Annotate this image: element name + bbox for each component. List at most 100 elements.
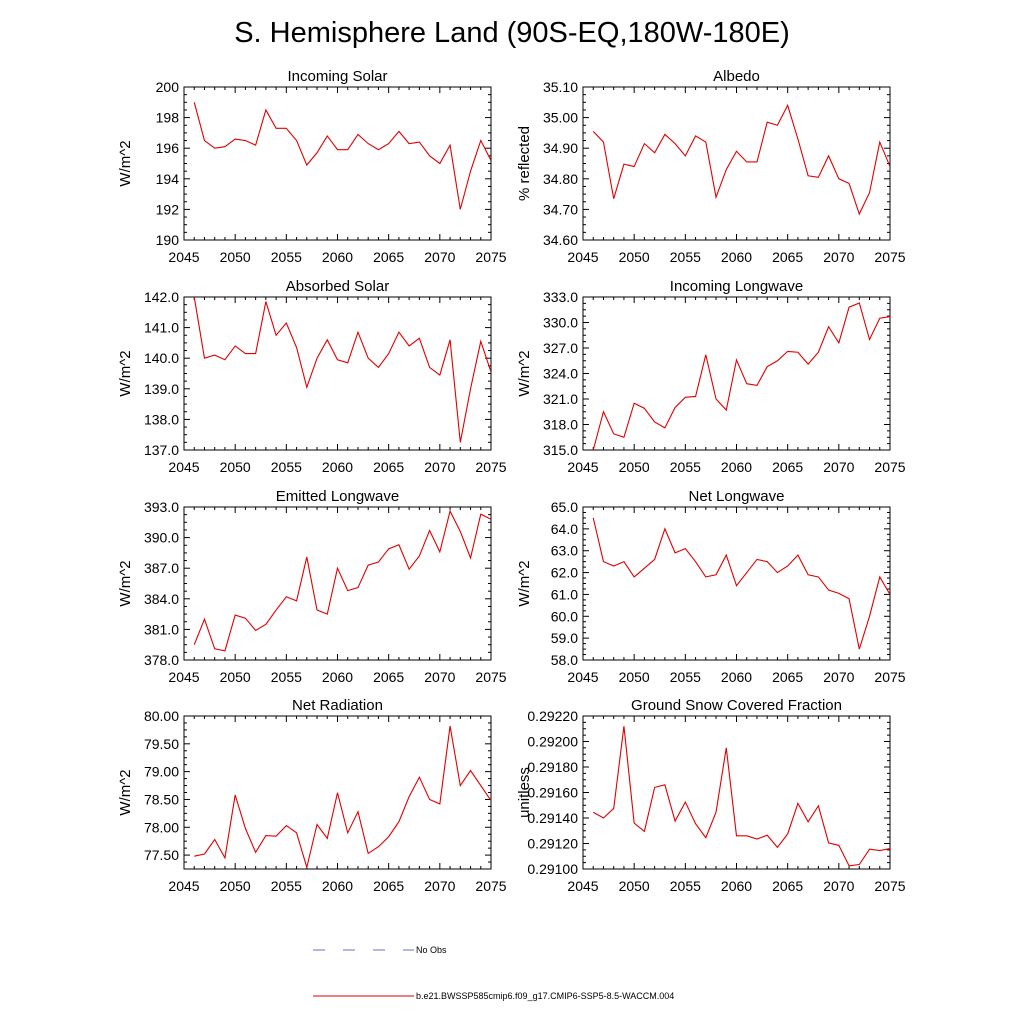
main-title: S. Hemisphere Land (90S-EQ,180W-180E) — [234, 17, 790, 49]
net-radiation-ytick-label: 80.00 — [144, 708, 179, 724]
net-longwave-ylabel: W/m^2 — [516, 560, 533, 606]
emitted-longwave-ytick-label: 393.0 — [144, 499, 179, 515]
incoming-longwave-ytick-label: 315.0 — [543, 442, 578, 458]
incoming-longwave-ytick-label: 327.0 — [543, 340, 578, 356]
ground-snow-covered-fraction-plot-frame — [582, 715, 891, 870]
net-longwave-series-line — [592, 517, 890, 650]
incoming-longwave-xtick-label: 2070 — [823, 459, 854, 475]
ground-snow-covered-fraction-xtick-label: 2070 — [823, 878, 854, 894]
incoming-longwave-xtick-label: 2055 — [670, 459, 701, 475]
net-longwave-plot-frame — [582, 506, 891, 661]
absorbed-solar-ytick-label: 138.0 — [144, 411, 179, 427]
albedo-ytick-label: 34.70 — [543, 201, 578, 217]
absorbed-solar-xtick-label: 2055 — [271, 459, 302, 475]
ground-snow-covered-fraction-title: Ground Snow Covered Fraction — [631, 697, 842, 714]
panel-net-radiation: Net Radiation W/m^2 2045 2050 2055 2060 2065 20… — [117, 697, 507, 894]
absorbed-solar-ytick-label: 137.0 — [144, 442, 179, 458]
incoming-longwave-ytick-label: 324.0 — [543, 366, 578, 382]
incoming-longwave-series-line — [592, 302, 890, 450]
net-longwave-ytick-label: 62.0 — [551, 565, 578, 581]
panel-absorbed-solar: Absorbed Solar W/m^2 2045 2050 2055 2060 2065 2… — [117, 278, 507, 475]
net-longwave-ytick-label: 64.0 — [551, 521, 578, 537]
emitted-longwave-ytick-label: 387.0 — [144, 560, 179, 576]
incoming-solar-ylabel: W/m^2 — [117, 140, 134, 186]
ground-snow-covered-fraction-ytick-label: 0.29100 — [527, 861, 578, 877]
ground-snow-covered-fraction-ytick-label: 0.29160 — [527, 785, 578, 801]
ground-snow-covered-fraction-ytick-label: 0.29120 — [527, 836, 578, 852]
emitted-longwave-xtick-label: 2050 — [220, 669, 251, 685]
emitted-longwave-ytick-label: 384.0 — [144, 591, 179, 607]
absorbed-solar-ylabel: W/m^2 — [117, 350, 134, 396]
ground-snow-covered-fraction-xtick-label: 2065 — [772, 878, 803, 894]
incoming-longwave-xtick-label: 2045 — [567, 459, 598, 475]
emitted-longwave-xtick-label: 2055 — [271, 669, 302, 685]
net-longwave-xtick-label: 2070 — [823, 669, 854, 685]
net-radiation-ytick-label: 79.50 — [144, 736, 179, 752]
net-longwave-xtick-label: 2075 — [874, 669, 905, 685]
net-longwave-xtick-label: 2050 — [619, 669, 650, 685]
incoming-longwave-ytick-label: 321.0 — [543, 391, 578, 407]
absorbed-solar-ytick-label: 139.0 — [144, 381, 179, 397]
panel-incoming-longwave: Incoming Longwave W/m^2 2045 2050 2055 2060 20… — [516, 278, 906, 475]
albedo-ytick-label: 34.90 — [543, 140, 578, 156]
panel-albedo: Albedo % reflected 2045 2050 2055 2060 2065 207… — [516, 68, 906, 265]
absorbed-solar-xtick-label: 2070 — [424, 459, 455, 475]
absorbed-solar-xtick-label: 2065 — [373, 459, 404, 475]
legend-obs-label: No Obs — [416, 945, 447, 955]
panel-ground-snow-covered-fraction: Ground Snow Covered Fraction unitless 2045… — [516, 697, 906, 894]
incoming-solar-ytick-label: 192 — [156, 201, 180, 217]
albedo-ytick-label: 34.60 — [543, 232, 578, 248]
emitted-longwave-xtick-label: 2060 — [322, 669, 353, 685]
emitted-longwave-xtick-label: 2070 — [424, 669, 455, 685]
incoming-solar-ytick-label: 190 — [156, 232, 180, 248]
net-longwave-ytick-label: 61.0 — [551, 586, 578, 602]
albedo-plot-frame — [582, 86, 891, 241]
emitted-longwave-ytick-label: 381.0 — [144, 621, 179, 637]
ground-snow-covered-fraction-xtick-label: 2055 — [670, 878, 701, 894]
ground-snow-covered-fraction-ytick-label: 0.29200 — [527, 734, 578, 750]
net-radiation-title: Net Radiation — [292, 697, 383, 714]
net-longwave-xtick-label: 2055 — [670, 669, 701, 685]
incoming-solar-xtick-label: 2045 — [168, 249, 199, 265]
albedo-ytick-label: 35.10 — [543, 79, 578, 95]
ground-snow-covered-fraction-ytick-label: 0.29180 — [527, 759, 578, 775]
albedo-xtick-label: 2065 — [772, 249, 803, 265]
incoming-solar-xtick-label: 2065 — [373, 249, 404, 265]
emitted-longwave-xtick-label: 2075 — [475, 669, 506, 685]
absorbed-solar-ytick-label: 141.0 — [144, 320, 179, 336]
albedo-xtick-label: 2070 — [823, 249, 854, 265]
net-radiation-xtick-label: 2060 — [322, 878, 353, 894]
emitted-longwave-ylabel: W/m^2 — [117, 560, 134, 606]
ground-snow-covered-fraction-ylabel: unitless — [516, 767, 533, 818]
net-longwave-xtick-label: 2045 — [567, 669, 598, 685]
net-radiation-ytick-label: 77.50 — [144, 847, 179, 863]
ground-snow-covered-fraction-ytick-label: 0.29140 — [527, 810, 578, 826]
incoming-solar-xtick-label: 2070 — [424, 249, 455, 265]
net-radiation-ylabel: W/m^2 — [117, 769, 134, 815]
incoming-longwave-plot-frame — [582, 296, 891, 451]
panels: Incoming Solar W/m^2 2045 2050 2055 2060 2065 2… — [117, 68, 906, 894]
net-radiation-xtick-label: 2055 — [271, 878, 302, 894]
ground-snow-covered-fraction-xtick-label: 2045 — [567, 878, 598, 894]
net-longwave-xtick-label: 2060 — [721, 669, 752, 685]
emitted-longwave-xtick-label: 2045 — [168, 669, 199, 685]
net-longwave-title: Net Longwave — [689, 488, 785, 505]
incoming-solar-title: Incoming Solar — [287, 68, 387, 85]
net-radiation-plot-frame — [183, 715, 492, 870]
absorbed-solar-xtick-label: 2075 — [475, 459, 506, 475]
ground-snow-covered-fraction-series-line — [592, 726, 890, 867]
albedo-ytick-label: 34.80 — [543, 171, 578, 187]
net-longwave-ytick-label: 63.0 — [551, 543, 578, 559]
incoming-solar-xtick-label: 2060 — [322, 249, 353, 265]
net-radiation-ytick-label: 78.00 — [144, 819, 179, 835]
emitted-longwave-title: Emitted Longwave — [276, 488, 399, 505]
incoming-longwave-ytick-label: 330.0 — [543, 315, 578, 331]
net-longwave-xtick-label: 2065 — [772, 669, 803, 685]
emitted-longwave-series-line — [193, 509, 491, 652]
incoming-longwave-xtick-label: 2060 — [721, 459, 752, 475]
net-radiation-ytick-label: 78.50 — [144, 791, 179, 807]
incoming-solar-plot-frame — [183, 86, 492, 241]
incoming-solar-xtick-label: 2050 — [220, 249, 251, 265]
legend: No Obs b.e21.BWSSP585cmip6.f09_g17.CMIP6… — [313, 945, 674, 1001]
incoming-longwave-ytick-label: 333.0 — [543, 289, 578, 305]
